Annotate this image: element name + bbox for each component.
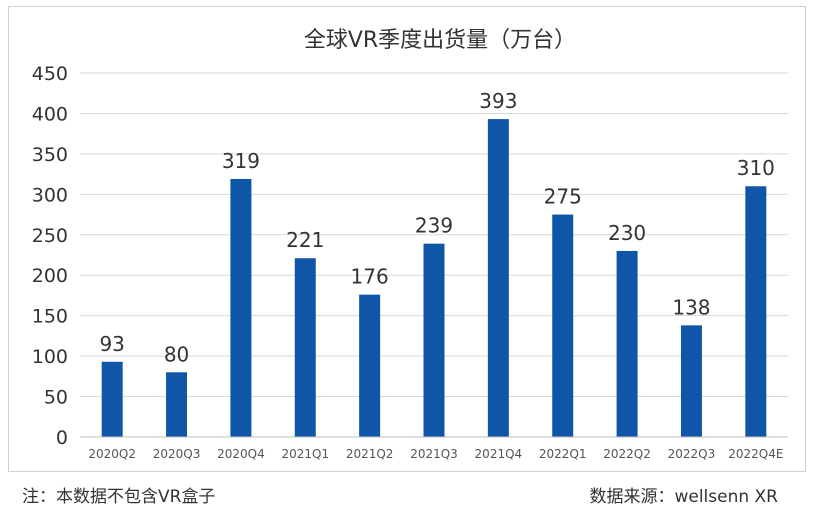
data-label: 93 [99, 332, 124, 356]
data-label: 80 [164, 342, 189, 366]
x-tick-label: 2022Q4E [728, 447, 783, 461]
bar [230, 178, 252, 437]
chart-title: 全球VR季度出货量（万台） [304, 28, 576, 53]
y-tick-label: 400 [32, 103, 68, 125]
bar [166, 372, 188, 437]
bar [101, 361, 123, 437]
y-tick-label: 250 [32, 225, 68, 247]
data-label: 239 [415, 214, 453, 238]
y-tick-label: 100 [32, 346, 68, 368]
data-source: 数据来源：wellsenn XR [589, 487, 778, 507]
bar [745, 186, 767, 437]
data-label: 319 [222, 149, 260, 173]
grid-lines [80, 72, 788, 398]
x-tick-label: 2021Q4 [475, 447, 523, 461]
x-tick-label: 2020Q3 [153, 447, 201, 461]
x-axis: 2020Q2 2020Q3 2020Q4 2021Q1 2021Q2 2021Q3 2021… [80, 436, 788, 461]
x-tick-label: 2020Q4 [217, 447, 265, 461]
bar [487, 119, 509, 438]
x-tick-label: 2022Q2 [603, 447, 651, 461]
x-tick-label: 2021Q3 [410, 447, 458, 461]
y-tick-label: 300 [32, 184, 68, 206]
bar [294, 258, 316, 437]
chart-frame [8, 6, 806, 472]
bar [616, 250, 638, 437]
data-label: 176 [351, 265, 389, 289]
data-labels: 93 80 319 221 176 239 393 275 230 138 310 [99, 89, 774, 366]
y-tick-label: 0 [56, 427, 68, 449]
y-axis: 0 50 100 150 200 250 300 350 400 450 [32, 63, 68, 449]
bar [552, 214, 574, 437]
bar [680, 325, 702, 437]
x-tick-label: 2022Q1 [539, 447, 587, 461]
x-tick-label: 2021Q1 [281, 447, 329, 461]
footnote: 注：本数据不包含VR盒子 [22, 487, 216, 507]
bar [359, 294, 381, 437]
y-tick-label: 150 [32, 306, 68, 328]
data-label: 230 [608, 221, 646, 245]
bar-chart: 全球VR季度出货量（万台） 0 50 100 150 200 250 300 350 400 45… [32, 28, 788, 461]
bar [423, 243, 445, 437]
data-label: 275 [544, 185, 582, 209]
data-label: 138 [672, 295, 710, 319]
y-tick-label: 200 [32, 265, 68, 287]
y-tick-label: 350 [32, 144, 68, 166]
x-tick-label: 2020Q2 [88, 447, 136, 461]
bars [101, 119, 767, 438]
data-label: 393 [479, 89, 517, 113]
x-tick-label: 2022Q3 [668, 447, 716, 461]
x-tick-label: 2021Q2 [346, 447, 394, 461]
data-label: 310 [737, 156, 775, 180]
y-tick-label: 50 [44, 387, 68, 409]
data-label: 221 [286, 228, 324, 252]
y-tick-label: 450 [32, 63, 68, 85]
